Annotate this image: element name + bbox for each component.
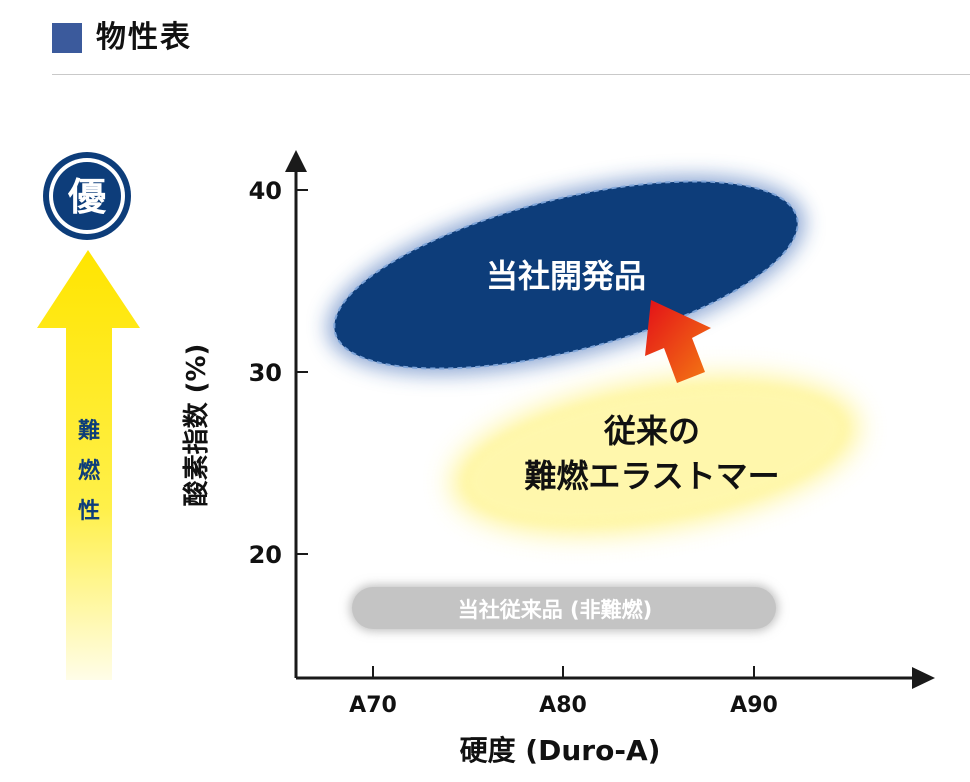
page-title: 物性表 xyxy=(96,20,192,55)
label-conventional-line-2: 難燃エラストマー xyxy=(524,457,779,495)
region-developed-product xyxy=(327,175,805,375)
y-axis xyxy=(285,150,307,678)
y-axis-label: 酸素指数 (%) xyxy=(182,344,212,507)
x-axis xyxy=(296,667,935,689)
flame-retardancy-arrow: 難 燃 性 xyxy=(37,250,140,680)
x-tick-label-a90: A90 xyxy=(730,693,778,718)
label-previous-product: 当社従来品 (非難燃) xyxy=(458,598,653,622)
header-square-icon xyxy=(52,23,82,53)
badge-label: 優 xyxy=(67,175,107,219)
arrow-label-char-3: 性 xyxy=(78,499,100,524)
x-tick-label-a70: A70 xyxy=(349,693,397,718)
improvement-arrow xyxy=(645,300,711,383)
arrow-label-char-2: 燃 xyxy=(78,458,101,484)
x-axis-label: 硬度 (Duro-A) xyxy=(460,734,661,767)
header-divider xyxy=(52,74,970,75)
y-ticks: 40 30 20 xyxy=(249,177,308,569)
superior-badge: 優 xyxy=(43,152,131,240)
section-header: 物性表 xyxy=(52,18,192,58)
label-conventional-line-1: 従来の xyxy=(603,412,700,450)
x-tick-label-a80: A80 xyxy=(539,693,587,718)
y-tick-label-40: 40 xyxy=(249,177,282,205)
region-previous-product xyxy=(350,585,778,631)
x-ticks: A70 A80 A90 xyxy=(349,666,778,718)
label-developed-product: 当社開発品 xyxy=(486,257,646,295)
y-tick-label-20: 20 xyxy=(249,541,282,569)
arrow-label-char-1: 難 xyxy=(78,418,100,444)
y-tick-label-30: 30 xyxy=(249,359,282,387)
region-conventional-retardant xyxy=(452,376,858,534)
